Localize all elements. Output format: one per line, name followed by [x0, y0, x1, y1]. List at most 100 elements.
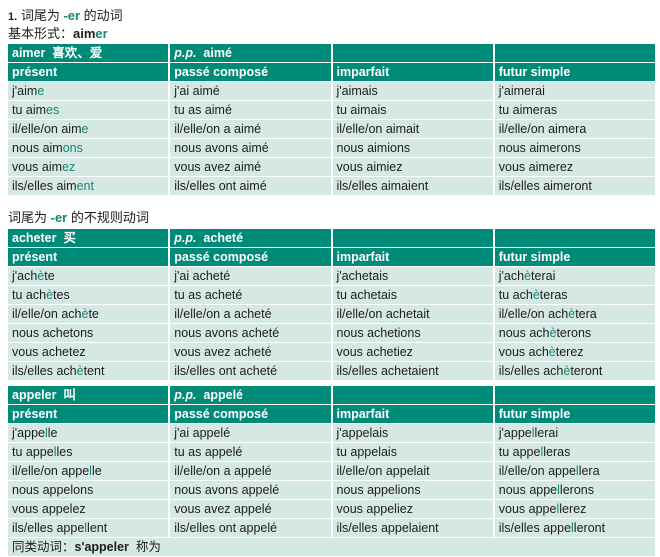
- conjugation-cell: il/elle/on a aimé: [170, 120, 331, 138]
- highlighted-ending: e: [37, 84, 45, 98]
- conjugation-cell: j'ai acheté: [170, 267, 331, 285]
- highlighted-ending: l: [44, 426, 48, 440]
- conjugation-cell: vous appellerez: [494, 500, 655, 518]
- conjugation-table-appeler: appeler 叫 p.p. appelé présent passé composé…: [6, 385, 657, 557]
- conjugation-text: vous ach: [498, 345, 549, 359]
- empty-header-cell: [494, 386, 655, 404]
- conjugation-text: j'aimerai: [498, 84, 545, 98]
- conjugation-text: te: [88, 307, 99, 321]
- tense-header-passé-composé: passé composé: [170, 248, 331, 266]
- conjugation-text: j'appe: [12, 426, 45, 440]
- irregular-heading-ending: -er: [50, 210, 68, 225]
- empty-header-cell: [494, 44, 655, 62]
- conjugation-text: j'aimais: [336, 84, 378, 98]
- conjugation-text: vous achetez: [12, 345, 86, 359]
- conjugation-cell: il/elle/on aimera: [494, 120, 655, 138]
- highlighted-ending: è: [81, 307, 89, 321]
- conjugation-text: ils/elles aimeront: [498, 179, 592, 193]
- conjugation-row: il/elle/on aime il/elle/on a aimé il/elle/…: [8, 120, 655, 138]
- conjugation-cell: vous appelez: [8, 500, 169, 518]
- conjugation-row: tu aimes tu as aimé tu aimais tu aimeras: [8, 101, 655, 119]
- empty-header-cell: [332, 386, 493, 404]
- conjugation-cell: il/elle/on achète: [8, 305, 169, 323]
- conjugation-text: ils/elles appe: [498, 521, 572, 535]
- tense-header-présent: présent: [8, 248, 169, 266]
- conjugation-text: j'ai acheté: [174, 269, 231, 283]
- pp-label: p.p.: [174, 46, 197, 60]
- conjugation-text: il/elle/on achetait: [336, 307, 430, 321]
- similar-verb-meaning: 称为: [128, 540, 161, 554]
- conjugation-text: teras: [539, 288, 568, 302]
- similar-verbs-label: 同类动词：: [12, 540, 75, 554]
- tense-header-imparfait: imparfait: [332, 63, 493, 81]
- conjugation-text: il/elle/on a appelé: [174, 464, 272, 478]
- conjugation-text: tu as appelé: [174, 445, 243, 459]
- past-participle-cell: p.p. aimé: [170, 44, 331, 62]
- conjugation-text: tu ach: [498, 288, 533, 302]
- conjugation-row: j'aime j'ai aimé j'aimais j'aimerai: [8, 82, 655, 100]
- conjugation-text: j'ai appelé: [174, 426, 231, 440]
- verb-cell: aimer 喜欢、爱: [8, 44, 169, 62]
- tense-header-présent: présent: [8, 63, 169, 81]
- conjugation-cell: ils/elles aiment: [8, 177, 169, 195]
- highlighted-ending: ons: [62, 141, 83, 155]
- conjugation-text: tent: [83, 364, 105, 378]
- conjugation-text: j'achetais: [336, 269, 389, 283]
- conjugation-text: terez: [555, 345, 584, 359]
- conjugation-cell: j'ai appelé: [170, 424, 331, 442]
- conjugation-cell: ils/elles appelleront: [494, 519, 655, 537]
- verb-header-row: aimer 喜欢、爱 p.p. aimé: [8, 44, 655, 62]
- empty-header-cell: [494, 229, 655, 247]
- highlighted-ending: l: [575, 464, 579, 478]
- pp-label: p.p.: [174, 231, 197, 245]
- conjugation-text: lera: [578, 464, 600, 478]
- highlighted-ending: ent: [76, 179, 94, 193]
- conjugation-cell: vous achetez: [8, 343, 169, 361]
- conjugation-cell: ils/elles ont aimé: [170, 177, 331, 195]
- basic-form-ending: er: [95, 26, 108, 41]
- conjugation-text: tu as acheté: [174, 288, 243, 302]
- irregular-heading-text: 词尾为: [8, 210, 51, 225]
- conjugation-text: il/elle/on appelait: [336, 464, 430, 478]
- conjugation-text: lent: [87, 521, 108, 535]
- empty-header-cell: [332, 44, 493, 62]
- conjugation-text: j'ai aimé: [174, 84, 220, 98]
- conjugation-row: nous aimons nous avons aimé nous aimions no…: [8, 139, 655, 157]
- verb-cell: acheter 买: [8, 229, 169, 247]
- highlighted-ending: è: [548, 345, 556, 359]
- conjugation-text: les: [56, 445, 73, 459]
- conjugation-cell: ils/elles achèteront: [494, 362, 655, 380]
- conjugation-cell: nous appellerons: [494, 481, 655, 499]
- conjugation-cell: nous achetons: [8, 324, 169, 342]
- conjugation-text: nous achetons: [12, 326, 94, 340]
- conjugation-cell: vous avez acheté: [170, 343, 331, 361]
- conjugation-text: le: [47, 426, 58, 440]
- pp-value: appelé: [196, 388, 244, 402]
- verb-infinitive: appeler: [12, 388, 57, 402]
- basic-form: 基本形式：aimer: [8, 23, 108, 42]
- highlighted-ending: è: [524, 269, 532, 283]
- conjugation-text: tu appe: [12, 445, 54, 459]
- irregular-heading: 词尾为 -er 的不规则动词: [8, 207, 149, 226]
- highlighted-ending: es: [46, 103, 60, 117]
- verb-infinitive: aimer: [12, 46, 46, 60]
- conjugation-row: nous appelons nous avons appelé nous appel…: [8, 481, 655, 499]
- conjugation-text: nous aim: [12, 141, 63, 155]
- conjugation-text: nous appe: [498, 483, 558, 497]
- similar-verbs-cell: 同类动词：s'appeler 称为: [8, 538, 655, 556]
- tense-header-imparfait: imparfait: [332, 405, 493, 423]
- conjugation-cell: il/elle/on appelle: [8, 462, 169, 480]
- tense-header-row: présent passé composé imparfait futur simpl…: [8, 63, 655, 81]
- tense-header-passé-composé: passé composé: [170, 405, 331, 423]
- tense-header-row: présent passé composé imparfait futur simpl…: [8, 405, 655, 423]
- conjugation-text: tu aim: [12, 103, 47, 117]
- conjugation-row: vous aimez vous avez aimé vous aimiez vous …: [8, 158, 655, 176]
- conjugation-text: j'aim: [12, 84, 38, 98]
- tense-header-futur-simple: futur simple: [494, 405, 655, 423]
- conjugation-text: ils/elles appelaient: [336, 521, 439, 535]
- tense-header-futur-simple: futur simple: [494, 63, 655, 81]
- conjugation-row: j'achète j'ai acheté j'achetais j'achèterai: [8, 267, 655, 285]
- highlighted-ending: l: [540, 445, 544, 459]
- conjugation-cell: tu aimais: [332, 101, 493, 119]
- pp-value: aimé: [196, 46, 232, 60]
